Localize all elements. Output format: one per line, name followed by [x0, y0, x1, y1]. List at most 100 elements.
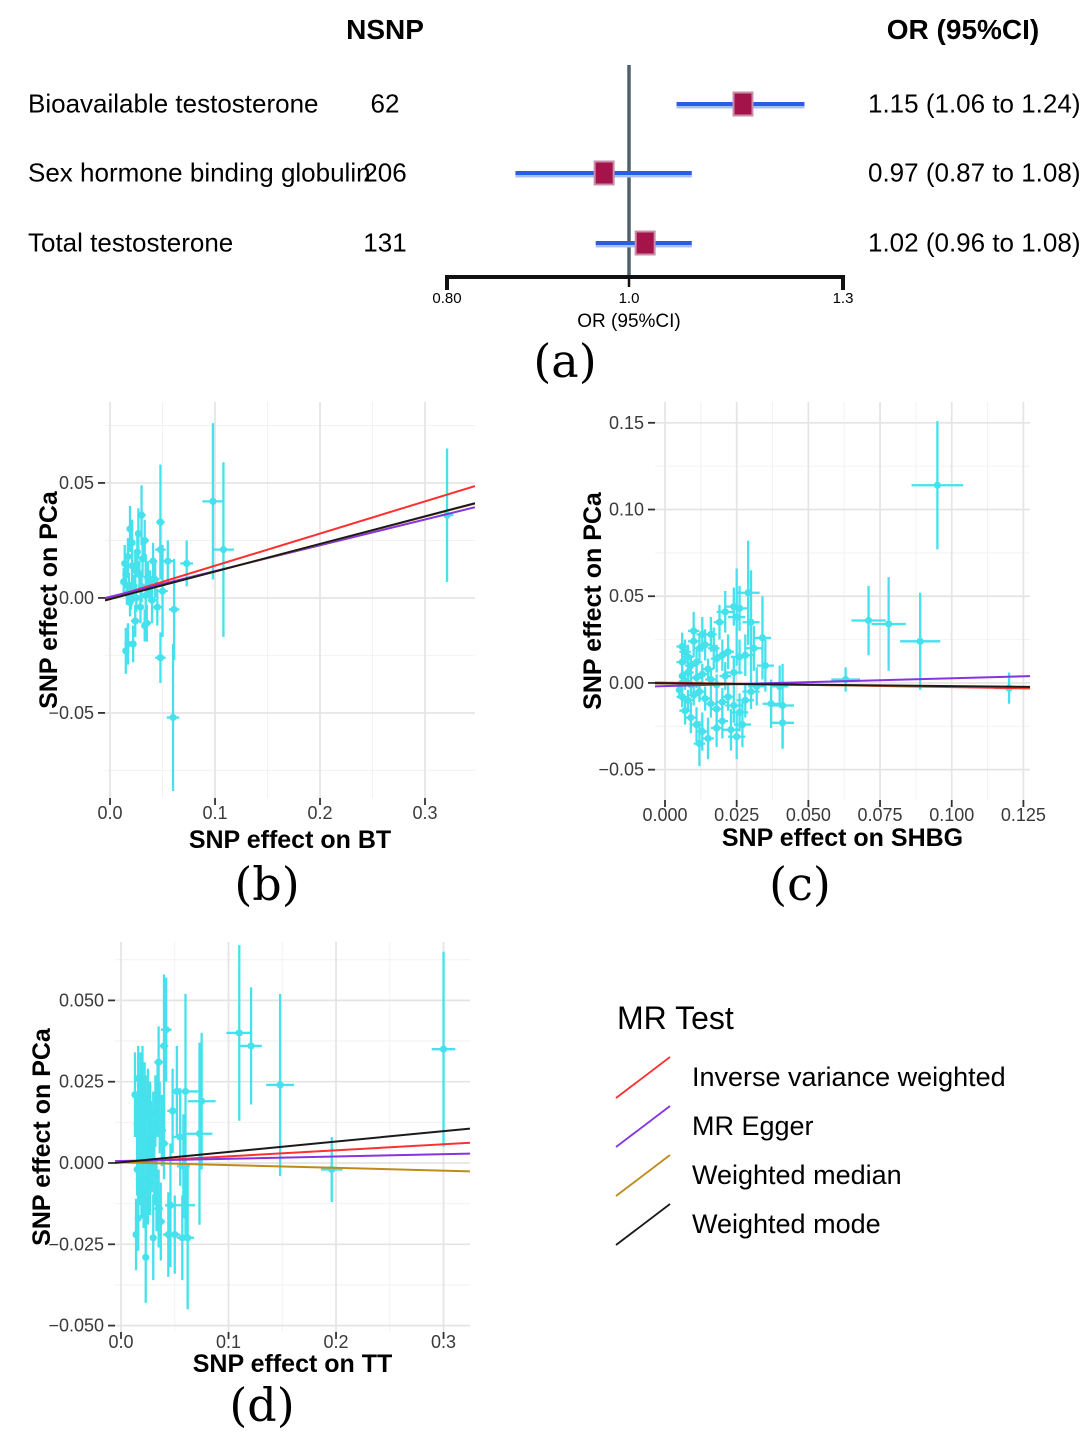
y-tick-label: 0.05 [59, 473, 94, 493]
data-point [776, 682, 784, 691]
data-point [156, 654, 165, 662]
x-tick-label: 0.0 [108, 1332, 133, 1352]
data-point [121, 559, 129, 568]
forest-row-label: Total testosterone [28, 227, 234, 258]
data-point [744, 589, 752, 597]
axes: 0.000 0.025 0.050 0.075 0.100 0.125 −0.05 0.00 0… [598, 413, 1045, 825]
data-point [147, 1130, 155, 1138]
data-point [842, 675, 850, 684]
y-axis-title: SNP effect on PCa [28, 1027, 56, 1246]
data-point [150, 1169, 158, 1177]
data-point [124, 640, 132, 648]
data-point [138, 1078, 147, 1086]
data-point [141, 1091, 149, 1099]
data-point [681, 648, 689, 656]
axes: 0.0 0.1 0.2 0.3 −0.050 −0.025 0.000 0.025 0.050 [48, 990, 456, 1352]
data-points [120, 423, 454, 792]
data-point [718, 698, 726, 706]
data-point [144, 573, 152, 581]
data-point [126, 598, 134, 607]
data-point [713, 705, 721, 713]
panel-letter-c: (c) [769, 857, 831, 911]
legend-label: Weighted mode [692, 1208, 881, 1239]
data-point [137, 582, 146, 591]
data-point [135, 1175, 143, 1183]
data-point [156, 546, 165, 554]
data-point [139, 1113, 148, 1122]
x-tick-label: 0.050 [786, 805, 831, 825]
data-point [137, 1185, 146, 1193]
data-point [134, 1130, 142, 1138]
regression-line-wmode [115, 1127, 470, 1164]
data-point [681, 677, 689, 685]
data-point [747, 688, 755, 696]
data-point [715, 618, 724, 626]
y-tick-label: 0.000 [59, 1153, 104, 1173]
data-point [153, 603, 161, 611]
regression-line-wmedian [115, 1161, 470, 1173]
data-point [139, 1195, 148, 1203]
data-point [132, 1230, 140, 1239]
y-tick-label: −0.05 [48, 703, 94, 723]
data-point [120, 578, 128, 586]
data-point [695, 688, 704, 696]
forest-axis-tick-label: 0.80 [432, 290, 461, 307]
data-point [695, 740, 704, 748]
data-point [730, 668, 738, 677]
data-point [724, 648, 732, 656]
x-tick-label: 0.2 [324, 1332, 349, 1352]
data-point [733, 733, 741, 741]
data-point [721, 608, 729, 616]
data-point [141, 536, 149, 545]
forest-row-or-ci: 0.97 (0.87 to 1.08) [868, 157, 1080, 188]
data-point [156, 1113, 164, 1122]
y-axis-title: SNP effect on PCa [35, 490, 63, 709]
data-point [707, 630, 715, 638]
data-point [733, 613, 741, 621]
data-point [146, 582, 154, 591]
data-point [735, 708, 744, 717]
data-point [690, 691, 698, 699]
data-point [173, 1087, 181, 1096]
data-point [153, 1094, 162, 1102]
regression-line-ivw [655, 681, 1030, 690]
data-point [134, 1074, 142, 1083]
data-point [690, 637, 698, 645]
y-tick-label: −0.025 [48, 1234, 104, 1254]
data-point [134, 1214, 142, 1222]
data-point [198, 1097, 206, 1105]
regression-line-wmode [105, 502, 475, 602]
data-point [142, 1104, 150, 1112]
data-point [181, 1201, 190, 1209]
axes: 0.0 0.1 0.2 0.3 −0.05 0.00 0.05 [48, 473, 437, 823]
data-point [157, 1217, 165, 1226]
data-point [761, 661, 769, 670]
data-point [684, 653, 692, 661]
data-point [178, 1234, 186, 1242]
x-tick-label: 0.100 [929, 805, 974, 825]
data-point [767, 700, 775, 708]
data-point [179, 1162, 187, 1170]
data-point [678, 642, 686, 651]
data-point [143, 1156, 151, 1164]
forest-row-nsnp: 62 [370, 88, 400, 119]
data-point [127, 592, 135, 600]
data-point [133, 548, 141, 556]
data-point [135, 1100, 143, 1109]
regression-line-ivw [105, 485, 475, 601]
data-point [704, 665, 712, 673]
gridlines [115, 942, 470, 1332]
data-point [145, 1139, 153, 1148]
y-tick-label: 0.10 [609, 500, 644, 520]
data-point [235, 1029, 243, 1037]
data-point [138, 555, 147, 563]
data-point [151, 575, 159, 584]
legend-label: Inverse variance weighted [692, 1061, 1006, 1092]
data-point [142, 592, 150, 600]
data-point [195, 1130, 204, 1138]
data-point [152, 1191, 161, 1200]
data-point [142, 1204, 150, 1213]
